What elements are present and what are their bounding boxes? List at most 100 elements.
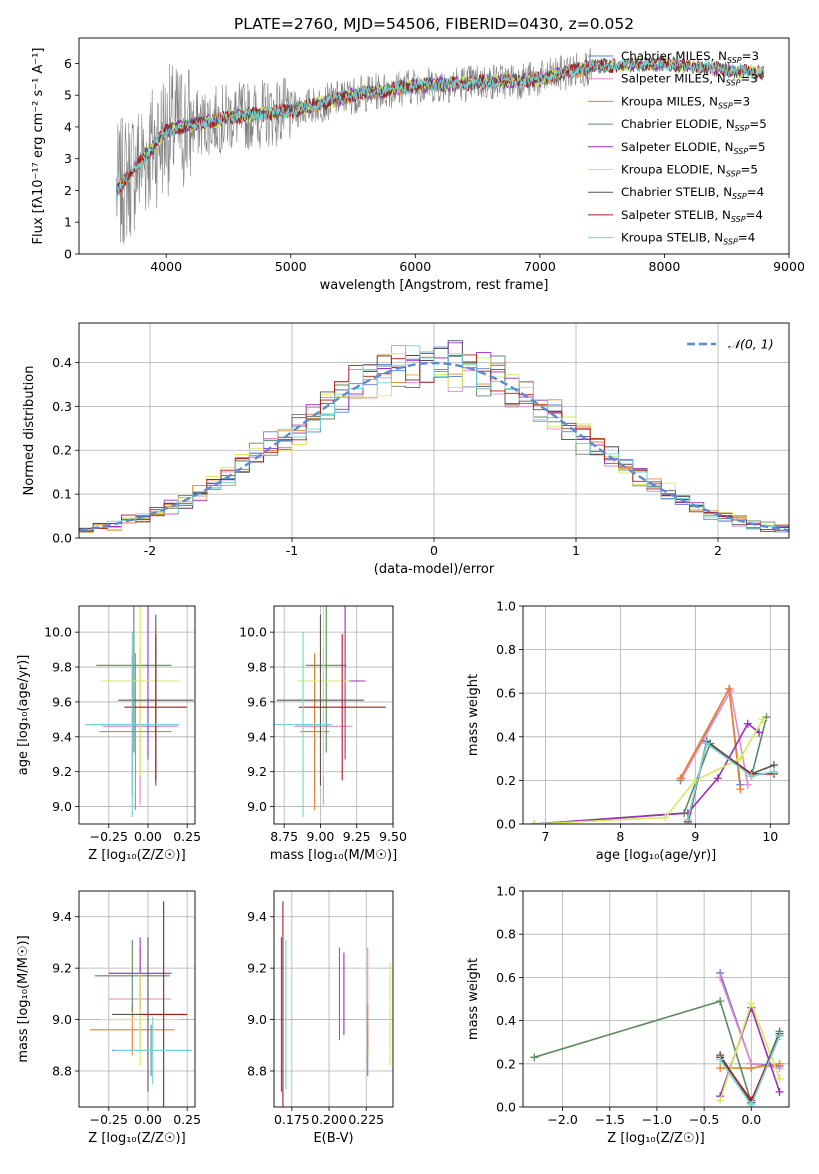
mass-weight-marker <box>743 719 752 728</box>
y-tick-label: 10.0 <box>239 625 267 640</box>
legend-label-text: Salpeter ELODIE, N <box>621 140 733 154</box>
ticks: −0.25 0.00 0.25 8.8 9.0 9.2 9.4 <box>52 909 201 1127</box>
age-vs-mass-panel: 8.75 9.00 9.25 9.50 9.0 9.2 9.4 9.6 9.8 10.0 mass … <box>239 605 407 863</box>
legend-label-text: Kroupa MILES, N <box>621 94 718 108</box>
x-tick-label: −1.0 <box>642 1112 672 1127</box>
y-tick-label: 9.2 <box>247 961 267 976</box>
residuals-panel: -2 -1 0 1 2 0.0 0.1 0.2 0.3 0.4 (data-model)/error… <box>22 322 790 577</box>
y-tick-label: 0.6 <box>496 686 516 701</box>
y-tick-label: 0.4 <box>52 355 72 370</box>
legend-label-sub: SSP <box>731 215 746 224</box>
legend-label-text: Kroupa STELIB, N <box>621 231 723 245</box>
gridlines <box>523 890 789 1108</box>
mass-weight-line <box>534 722 760 824</box>
mass-weight-marker <box>676 774 685 783</box>
legend-label-text: Salpeter MILES, N <box>621 72 726 86</box>
axes-frame <box>78 890 196 1108</box>
y-tick-label: 9.4 <box>247 909 267 924</box>
y-tick-label: 0.4 <box>496 1013 516 1028</box>
mass-weight-marker <box>770 767 779 776</box>
x-axis-label: wavelength [Angstrom, rest frame] <box>320 278 549 293</box>
y-axis-label: Normed distribution <box>22 366 37 496</box>
plot-area <box>79 340 789 538</box>
mass-weight-marker <box>775 1074 784 1083</box>
x-axis-label: Z [log₁₀(Z/Z☉)] <box>88 848 185 863</box>
x-tick-label: 4000 <box>150 259 182 274</box>
axes-frame <box>78 322 790 539</box>
legend-label-sub: SSP <box>735 124 750 133</box>
y-tick-label: 9.6 <box>52 694 72 709</box>
mass-weight-marker <box>755 728 764 737</box>
y-tick-label: 0.0 <box>496 1100 516 1115</box>
mass-weight-marker <box>747 1100 756 1107</box>
x-tick-label: 7 <box>542 829 550 844</box>
y-tick-label: 1 <box>64 215 72 230</box>
legend-label-value: =4 <box>746 208 763 222</box>
plot-area <box>85 606 194 818</box>
plot-area <box>115 47 765 245</box>
mass-weight-marker <box>775 1087 784 1096</box>
y-tick-label: 4 <box>64 119 72 134</box>
x-axis-label: Z [log₁₀(Z/Z☉)] <box>88 1131 185 1146</box>
y-tick-label: 0.0 <box>496 817 516 832</box>
legend: 𝒩(0, 1) <box>687 337 774 352</box>
mass-weight-vs-metallicity-panel: −2.0 −1.5 −1.0 −0.5 0.0 0.0 0.2 0.4 0.6 0.8 1.0 Z [… <box>466 884 790 1146</box>
x-axis-label: (data-model)/error <box>374 562 495 577</box>
y-tick-label: 0.8 <box>496 642 516 657</box>
mass-weight-marker <box>747 1064 756 1073</box>
mass-weight-marker <box>747 772 756 781</box>
x-axis-label: E(B-V) <box>313 1131 353 1146</box>
mass-weight-marker <box>713 774 722 783</box>
mass-weight-marker <box>661 813 670 822</box>
y-axis-label: age [log₁₀(age/yr)] <box>16 655 31 776</box>
legend-label-sub: SSP <box>726 79 741 88</box>
plot-area <box>89 901 192 1107</box>
figure-title: PLATE=2760, MJD=54506, FIBERID=0430, z=0… <box>234 15 634 33</box>
mass-weight-marker <box>716 1064 725 1073</box>
mass-weight-marker <box>747 999 756 1008</box>
y-tick-label: 0 <box>64 247 72 262</box>
axes-frame <box>522 890 790 1108</box>
y-axis-label: Flux [fλ10⁻¹⁷ erg cm⁻² s⁻¹ A⁻¹] <box>31 48 46 245</box>
axes-frame <box>522 605 790 825</box>
legend-label-value: =3 <box>742 49 759 63</box>
x-tick-label: -2 <box>144 543 156 558</box>
legend-label-value: =4 <box>738 231 755 245</box>
y-tick-label: 8.8 <box>52 1064 72 1079</box>
model-spectrum-line <box>115 56 764 199</box>
x-tick-label: 0.00 <box>134 829 162 844</box>
mass-weight-line <box>679 686 742 790</box>
y-tick-label: 0.2 <box>496 773 516 788</box>
x-tick-label: −1.5 <box>595 1112 625 1127</box>
x-tick-label: -1 <box>286 543 298 558</box>
x-tick-label: 9000 <box>773 259 805 274</box>
y-tick-label: 9.2 <box>52 764 72 779</box>
x-tick-label: 9.50 <box>379 829 407 844</box>
ticks: 8.75 9.00 9.25 9.50 9.0 9.2 9.4 9.6 9.8 10.0 <box>239 625 407 844</box>
plot-area <box>280 901 391 1107</box>
x-tick-label: 0.200 <box>311 1112 347 1127</box>
axes-frame <box>273 605 394 825</box>
legend-label-value: =3 <box>733 94 750 108</box>
legend-label: Kroupa MILES, NSSP=3 <box>621 94 750 110</box>
legend-label-value: =5 <box>740 163 757 177</box>
gridlines <box>79 606 195 824</box>
axes-frame <box>78 37 790 255</box>
y-tick-label: 9.6 <box>247 694 267 709</box>
mass-weight-line <box>534 717 768 824</box>
y-tick-label: 9.2 <box>247 764 267 779</box>
x-tick-label: −0.5 <box>689 1112 719 1127</box>
y-tick-label: 6 <box>64 56 72 71</box>
ticks: -2 -1 0 1 2 0.0 0.1 0.2 0.3 0.4 <box>52 355 722 558</box>
mass-weight-marker <box>758 715 767 724</box>
x-tick-label: −2.0 <box>547 1112 577 1127</box>
legend-label: Kroupa ELODIE, NSSP=5 <box>621 163 758 179</box>
x-tick-label: 9.25 <box>343 829 371 844</box>
x-tick-label: 0.25 <box>173 1112 201 1127</box>
x-axis-label: mass [log₁₀(M/M☉)] <box>270 848 397 863</box>
legend-label-text: Chabrier STELIB, N <box>621 185 732 199</box>
y-tick-label: 9.0 <box>52 799 72 814</box>
legend-label: Chabrier ELODIE, NSSP=5 <box>621 117 767 133</box>
x-tick-label: −0.25 <box>90 1112 128 1127</box>
y-tick-label: 1.0 <box>496 599 516 614</box>
